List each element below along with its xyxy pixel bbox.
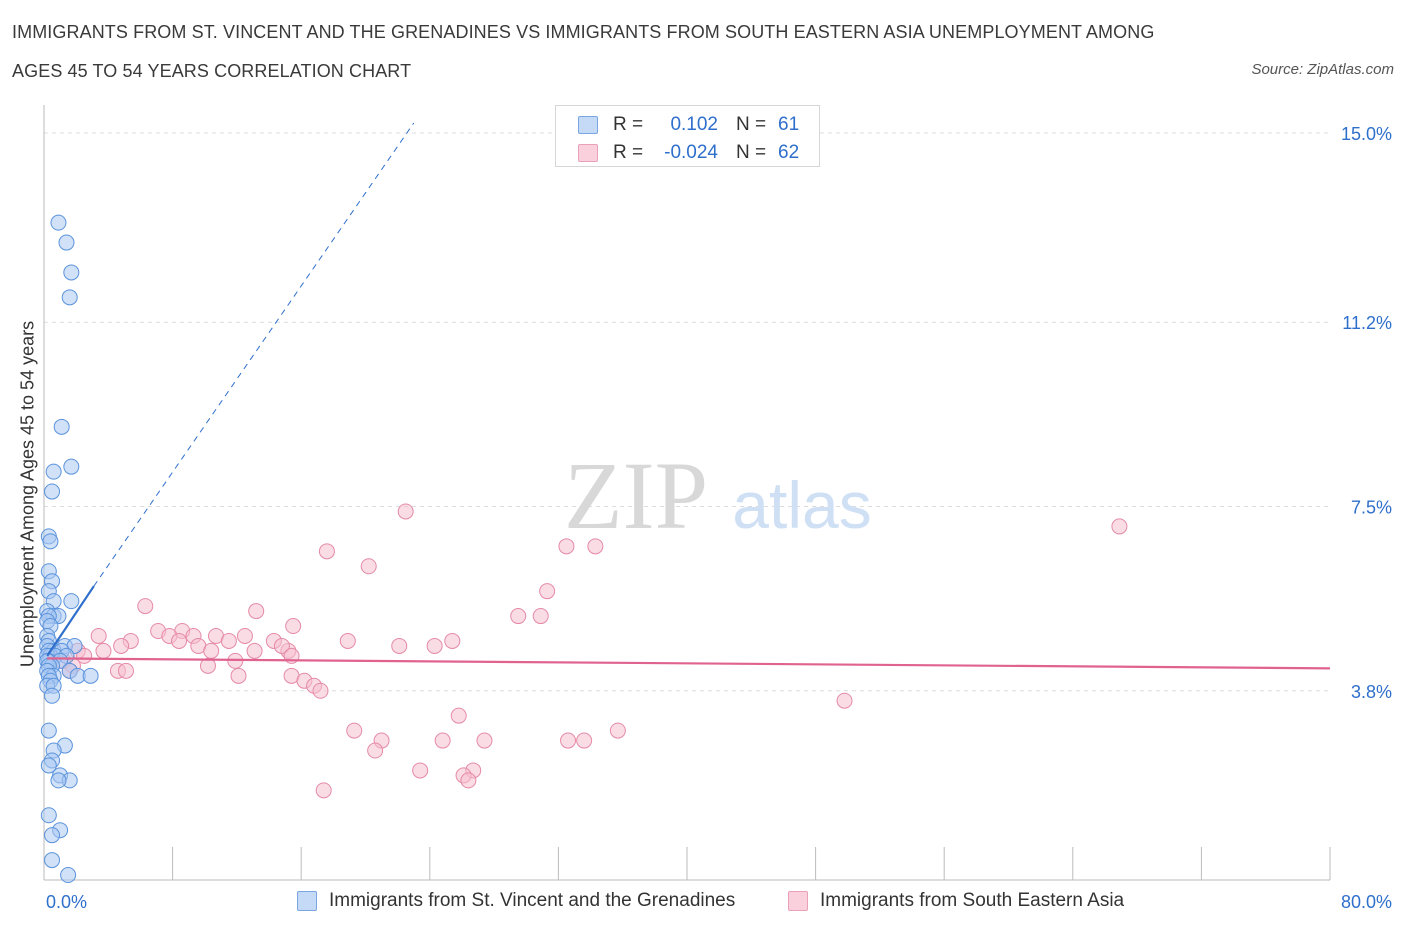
- point-south-eastern-asia: [95, 642, 112, 659]
- point-south-eastern-asia: [476, 732, 493, 749]
- trend-lines: [46, 122, 1331, 670]
- point-st-vincent: [63, 593, 80, 610]
- bottom-legend-label-pink: Immigrants from South Eastern Asia: [820, 890, 1125, 911]
- point-south-eastern-asia: [558, 538, 575, 555]
- chart-title-line-2: AGES 45 TO 54 YEARS CORRELATION CHART: [12, 61, 412, 81]
- point-south-eastern-asia: [360, 558, 377, 575]
- point-st-vincent: [53, 418, 70, 435]
- point-st-vincent: [61, 289, 78, 306]
- correlation-legend: R = 0.102 N = 61 R = -0.024 N = 62: [555, 105, 820, 167]
- point-south-eastern-asia: [273, 637, 290, 654]
- watermark-atlas: atlas: [732, 468, 871, 542]
- point-south-eastern-asia: [450, 707, 467, 724]
- watermark-zip: ZIP: [564, 442, 708, 549]
- point-south-eastern-asia: [90, 627, 107, 644]
- point-south-eastern-asia: [171, 632, 188, 649]
- point-south-eastern-asia: [532, 608, 549, 625]
- point-st-vincent: [44, 852, 61, 869]
- point-st-vincent: [60, 867, 77, 884]
- legend-r-label: R =: [613, 114, 644, 135]
- point-st-vincent: [82, 667, 99, 684]
- point-south-eastern-asia: [460, 772, 477, 789]
- legend-n-label: N =: [736, 114, 767, 135]
- point-south-eastern-asia: [248, 603, 265, 620]
- series-south-eastern-asia: [55, 503, 1128, 799]
- legend-r-label: R =: [613, 142, 644, 163]
- point-south-eastern-asia: [346, 722, 363, 739]
- x-tick-label: 80.0%: [1341, 892, 1392, 912]
- y-axis-label: Unemployment Among Ages 45 to 54 years: [17, 320, 38, 668]
- point-south-eastern-asia: [113, 637, 130, 654]
- point-south-eastern-asia: [137, 598, 154, 615]
- source-credit: Source: ZipAtlas.com: [1251, 61, 1394, 78]
- point-south-eastern-asia: [220, 632, 237, 649]
- point-south-eastern-asia: [199, 657, 216, 674]
- point-st-vincent: [45, 463, 62, 480]
- point-south-eastern-asia: [117, 662, 134, 679]
- point-south-eastern-asia: [230, 667, 247, 684]
- legend-swatch-blue: [578, 116, 598, 134]
- point-south-eastern-asia: [318, 543, 335, 560]
- bottom-legend-swatch-blue: [297, 891, 317, 911]
- point-south-eastern-asia: [1111, 518, 1128, 535]
- point-south-eastern-asia: [391, 637, 408, 654]
- tick-labels: 3.8% 7.5% 11.2% 15.0% 0.0% 80.0%: [46, 124, 1392, 912]
- y-tick-label: 7.5%: [1351, 498, 1392, 518]
- point-st-vincent: [42, 533, 59, 550]
- point-st-vincent: [44, 687, 61, 704]
- legend-r-value: 0.102: [670, 114, 718, 135]
- point-st-vincent: [63, 458, 80, 475]
- point-south-eastern-asia: [539, 583, 556, 600]
- y-tick-label: 11.2%: [1342, 313, 1392, 333]
- point-south-eastern-asia: [315, 782, 332, 799]
- watermark: ZIP atlas: [564, 442, 872, 549]
- trend-line-st-vincent-dashed: [93, 122, 415, 587]
- point-south-eastern-asia: [246, 642, 263, 659]
- point-south-eastern-asia: [426, 637, 443, 654]
- point-st-vincent: [58, 234, 75, 251]
- series-st-vincent: [39, 214, 99, 884]
- point-st-vincent: [40, 757, 57, 774]
- point-south-eastern-asia: [339, 632, 356, 649]
- legend-n-label: N =: [736, 142, 767, 163]
- point-st-vincent: [44, 483, 61, 500]
- point-south-eastern-asia: [444, 632, 461, 649]
- chart-title-line-1: IMMIGRANTS FROM ST. VINCENT AND THE GREN…: [12, 22, 1155, 42]
- y-tick-label: 3.8%: [1351, 682, 1392, 702]
- point-south-eastern-asia: [576, 732, 593, 749]
- x-tick-label: 0.0%: [46, 892, 87, 912]
- point-south-eastern-asia: [609, 722, 626, 739]
- point-south-eastern-asia: [203, 642, 220, 659]
- bottom-legend-label-blue: Immigrants from St. Vincent and the Gren…: [329, 890, 736, 911]
- point-st-vincent: [40, 722, 57, 739]
- legend-swatch-pink: [578, 144, 598, 162]
- point-south-eastern-asia: [560, 732, 577, 749]
- point-south-eastern-asia: [312, 682, 329, 699]
- point-south-eastern-asia: [587, 538, 604, 555]
- point-south-eastern-asia: [367, 742, 384, 759]
- point-st-vincent: [50, 772, 67, 789]
- trend-line-south-eastern-asia: [47, 657, 1331, 670]
- point-south-eastern-asia: [412, 762, 429, 779]
- bottom-legend-swatch-pink: [788, 891, 808, 911]
- axes: [43, 105, 1331, 881]
- point-south-eastern-asia: [510, 608, 527, 625]
- point-south-eastern-asia: [836, 692, 853, 709]
- legend-n-value: 62: [778, 142, 800, 163]
- point-south-eastern-asia: [285, 618, 302, 635]
- point-south-eastern-asia: [434, 732, 451, 749]
- point-st-vincent: [50, 214, 67, 231]
- point-st-vincent: [40, 807, 57, 824]
- legend-n-value: 61: [778, 114, 800, 135]
- point-st-vincent: [63, 264, 80, 281]
- legend-r-value: -0.024: [664, 142, 718, 163]
- y-tick-label: 15.0%: [1341, 124, 1392, 144]
- point-south-eastern-asia: [236, 627, 253, 644]
- gridlines: [44, 132, 1330, 692]
- point-st-vincent: [44, 827, 61, 844]
- point-south-eastern-asia: [397, 503, 414, 520]
- trend-line-st-vincent: [46, 585, 95, 657]
